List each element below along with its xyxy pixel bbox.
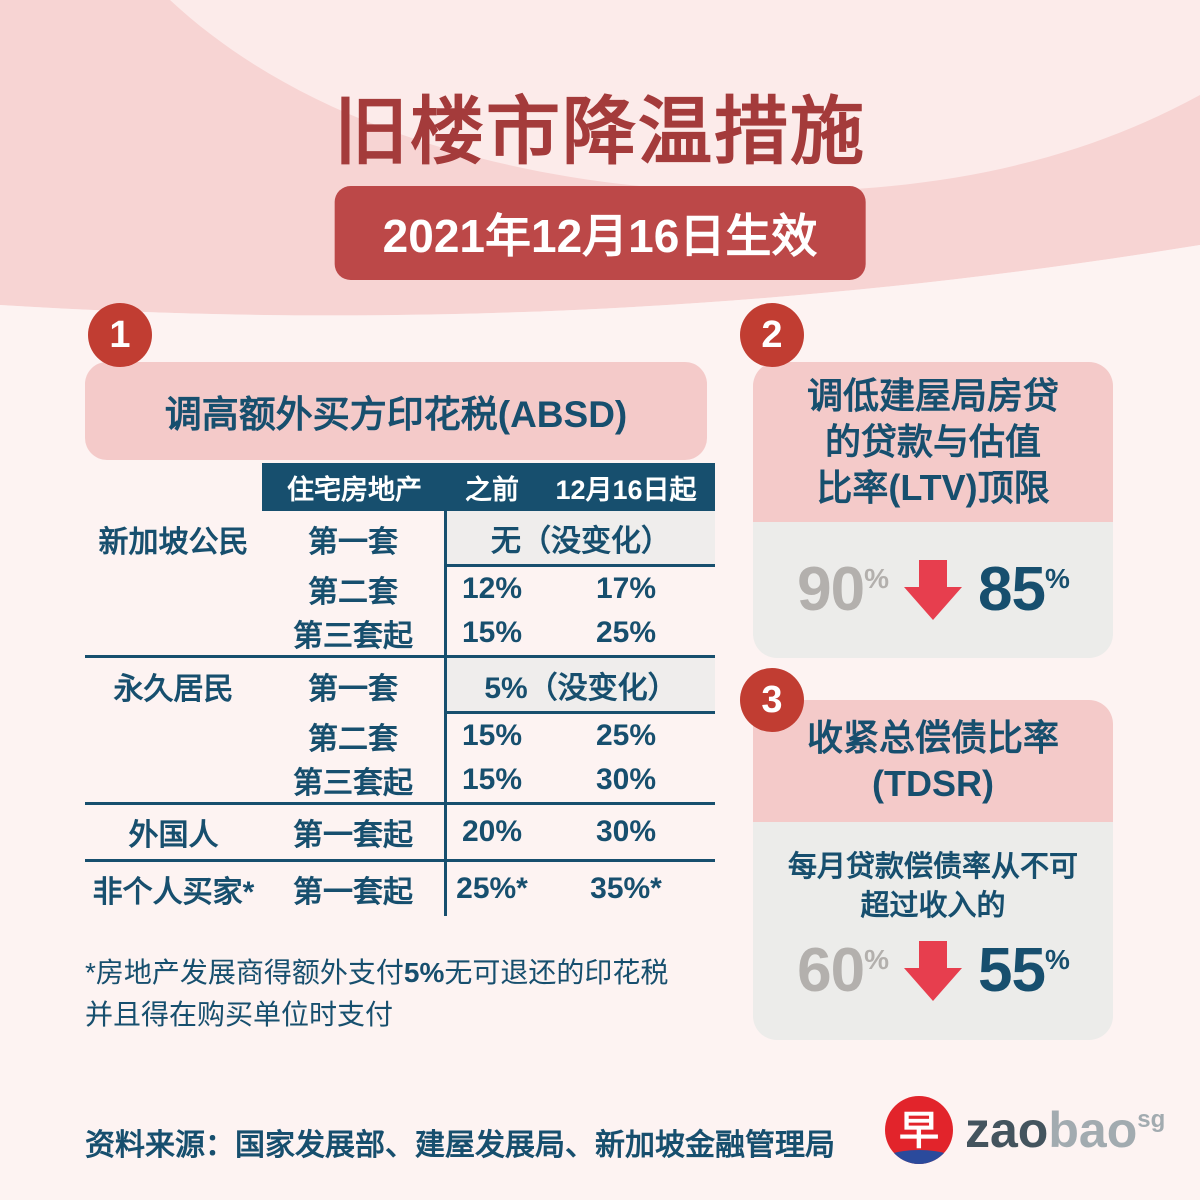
ltv-change-panel: 90% 85%	[753, 522, 1113, 658]
property-type-cell: 第三套起	[262, 758, 447, 802]
absd-footnote: *房地产发展商得额外支付5%无可退还的印花税 并且得在购买单位时支付	[85, 952, 725, 1036]
absd-section-heading: 调高额外买方印花税(ABSD)	[85, 362, 707, 460]
footnote-line1: *房地产发展商得额外支付5%无可退还的印花税	[85, 957, 669, 988]
zao-character: 早	[899, 1109, 939, 1153]
tdsr-after-value: 55%	[978, 936, 1070, 1005]
table-row: 第三套起 15% 30%	[85, 758, 715, 802]
col-header-before: 之前	[447, 463, 537, 511]
col-header-property: 住宅房地产	[262, 463, 447, 511]
tdsr-change-panel: 每月贷款偿债率从不可 超过收入的 60% 55%	[753, 822, 1113, 1040]
logo-blue-arc	[885, 1150, 953, 1164]
table-row: 非个人买家* 第一套起 25%* 35%*	[85, 862, 715, 916]
absd-rates-table: 住宅房地产 之前 12月16日起 新加坡公民 第一套 无（没变化） 第二套 12…	[85, 463, 715, 916]
zaobao-wordmark: zaobaosg	[965, 1102, 1166, 1158]
ltv-heading-line: 的贷款与估值	[824, 421, 1041, 462]
table-row: 第二套 12% 17%	[85, 567, 715, 611]
property-type-cell: 第二套	[262, 567, 447, 611]
ltv-before-value: 90%	[797, 555, 889, 624]
rate-before-cell: 12%	[461, 572, 523, 605]
row-label: 外国人	[128, 819, 219, 852]
table-row: 第三套起 15% 25%	[85, 611, 715, 655]
tdsr-desc-line: 每月贷款偿债率从不可	[787, 851, 1078, 883]
property-type-cell: 第一套起	[262, 805, 447, 859]
row-label-empty	[85, 611, 262, 655]
merged-rate-cell: 无（没变化）	[447, 511, 715, 567]
header-spacer-cell	[85, 463, 262, 511]
table-row: 第二套 15% 25%	[85, 714, 715, 758]
zaobao-logo-icon: 早	[885, 1096, 953, 1164]
section3-number-badge: 3	[740, 668, 804, 732]
ltv-heading-line: 比率(LTV)顶限	[816, 467, 1050, 508]
table-row: 外国人 第一套起 20% 30%	[85, 805, 715, 859]
ltv-section-heading: 调低建屋局房贷 的贷款与估值 比率(LTV)顶限	[753, 362, 1113, 522]
tdsr-desc-line: 超过收入的	[860, 890, 1006, 922]
section2-number-badge: 2	[740, 303, 804, 367]
tdsr-change-row: 60% 55%	[753, 940, 1113, 1002]
rate-after-cell: 25%	[595, 616, 657, 649]
table-group-entities: 非个人买家* 第一套起 25%* 35%*	[85, 859, 715, 916]
rate-after-cell: 35%*	[590, 872, 662, 905]
table-row: 新加坡公民 第一套 无（没变化）	[85, 511, 715, 567]
tdsr-description: 每月贷款偿债率从不可 超过收入的	[753, 848, 1113, 926]
tdsr-heading-line: (TDSR)	[872, 763, 994, 804]
merged-rate-cell: 5%（没变化）	[447, 658, 715, 714]
row-label-empty	[85, 567, 262, 611]
ltv-change-row: 90% 85%	[797, 555, 1070, 624]
property-type-cell: 第一套起	[262, 862, 447, 916]
table-group-permanent-residents: 永久居民 第一套 5%（没变化） 第二套 15% 25% 第三套起 15% 30…	[85, 655, 715, 802]
rate-before-cell: 15%	[461, 616, 523, 649]
row-label: 新加坡公民	[98, 526, 249, 559]
ltv-after-value: 85%	[978, 555, 1070, 624]
table-row: 永久居民 第一套 5%（没变化）	[85, 658, 715, 714]
absd-heading-text: 调高额外买方印花税(ABSD)	[164, 394, 628, 435]
zaobao-logo: 早 zaobaosg	[885, 1096, 1165, 1174]
tdsr-section-heading: 收紧总偿债比率 (TDSR)	[753, 700, 1113, 822]
footnote-line2: 并且得在购买单位时支付	[85, 999, 394, 1030]
table-group-foreigners: 外国人 第一套起 20% 30%	[85, 802, 715, 859]
row-label: 永久居民	[113, 673, 234, 706]
data-source-text: 资料来源：国家发展部、建屋发展局、新加坡金融管理局	[85, 1129, 835, 1162]
property-type-cell: 第三套起	[262, 611, 447, 655]
row-label: 非个人买家*	[92, 876, 255, 909]
property-type-cell: 第一套	[262, 511, 447, 567]
rate-after-cell: 25%	[595, 719, 657, 752]
down-arrow-icon	[904, 560, 962, 620]
down-arrow-icon	[904, 941, 962, 1001]
rate-before-cell: 20%	[461, 815, 523, 848]
rate-before-cell: 15%	[461, 719, 523, 752]
row-label-empty	[85, 714, 262, 758]
tdsr-heading-line: 收紧总偿债比率	[806, 717, 1059, 758]
rate-before-cell: 15%	[461, 763, 523, 796]
property-type-cell: 第一套	[262, 658, 447, 714]
rate-before-cell: 25%*	[456, 872, 528, 905]
row-label-empty	[85, 758, 262, 802]
col-header-after: 12月16日起	[537, 463, 715, 511]
ltv-heading-line: 调低建屋局房贷	[806, 375, 1059, 416]
section1-number-badge: 1	[88, 303, 152, 367]
rate-after-cell: 17%	[595, 572, 657, 605]
tdsr-before-value: 60%	[797, 936, 889, 1005]
rate-after-cell: 30%	[595, 763, 657, 796]
property-type-cell: 第二套	[262, 714, 447, 758]
table-group-citizens: 新加坡公民 第一套 无（没变化） 第二套 12% 17% 第三套起 15% 25…	[85, 511, 715, 655]
rate-after-cell: 30%	[595, 815, 657, 848]
table-header-row: 住宅房地产 之前 12月16日起	[85, 463, 715, 511]
page-title: 旧楼市降温措施	[334, 90, 866, 173]
effective-date-badge: 2021年12月16日生效	[334, 186, 866, 280]
